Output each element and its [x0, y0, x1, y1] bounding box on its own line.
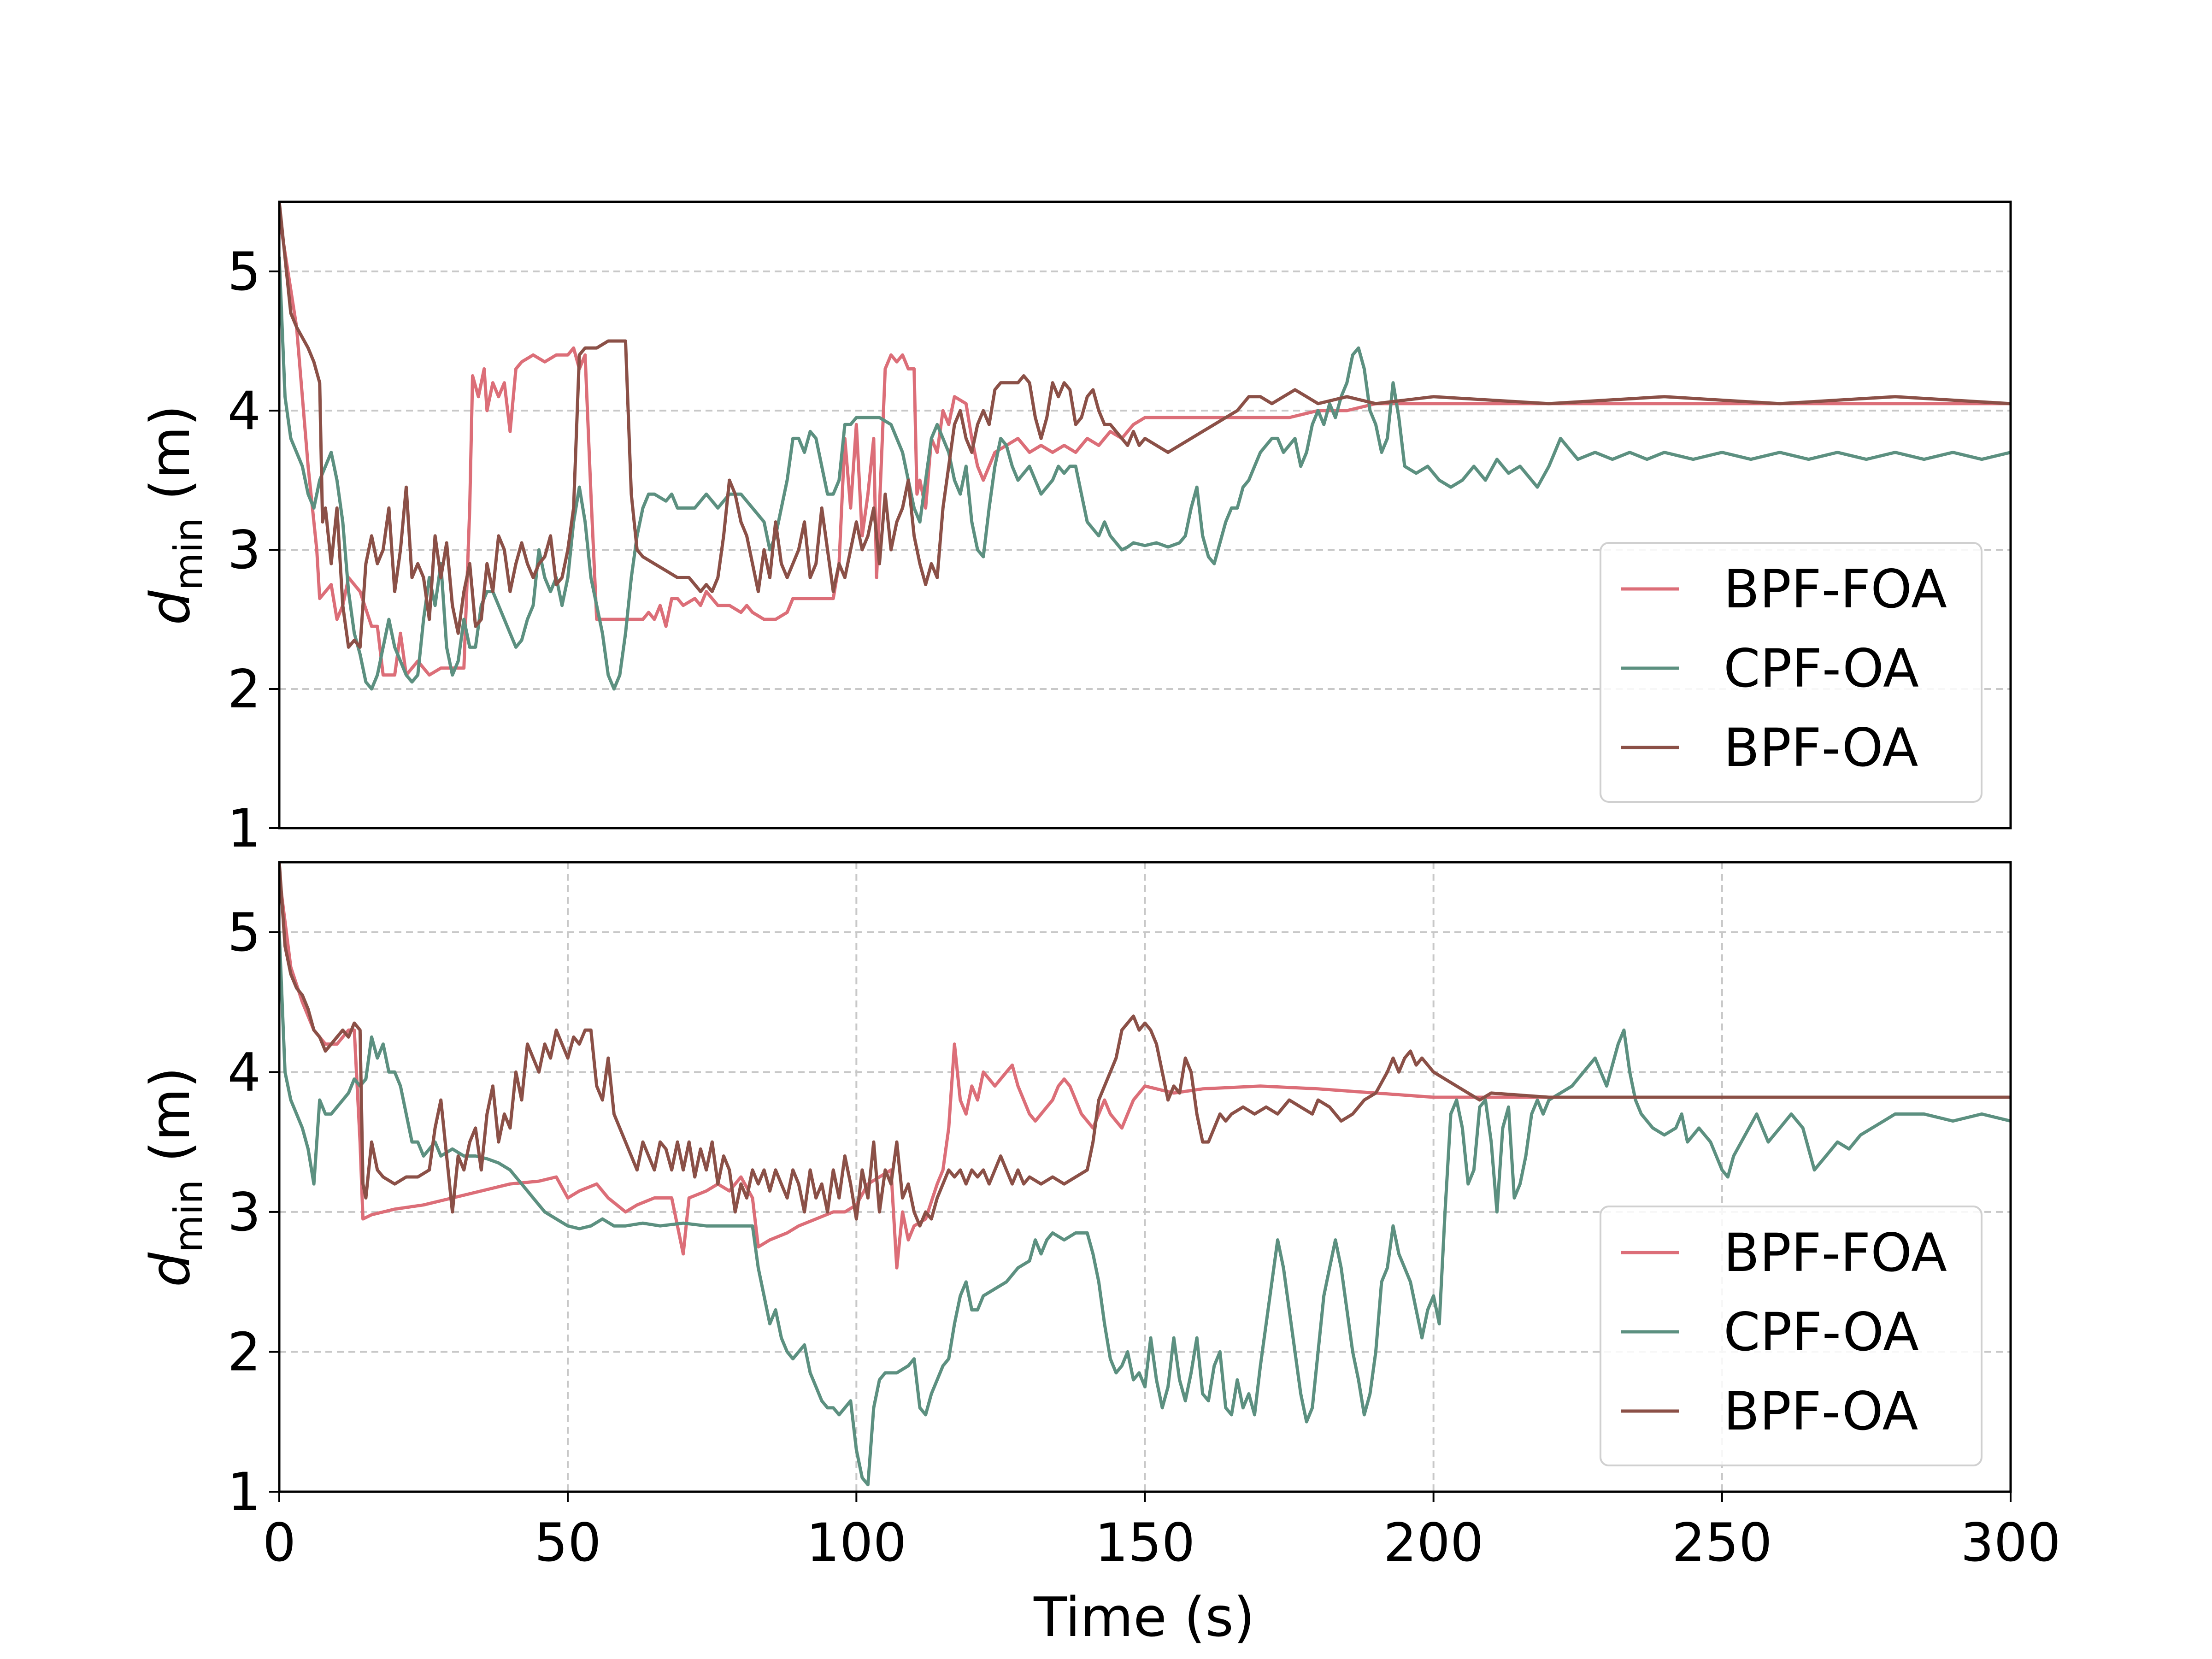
y-tick-label: 1: [227, 1461, 261, 1523]
y-tick-label: 4: [227, 380, 261, 441]
legend-label: BPF-OA: [1724, 717, 1918, 778]
series-line-bpf-foa: [279, 214, 2011, 677]
y-tick-label: 2: [227, 659, 261, 720]
legend-label: BPF-FOA: [1724, 559, 1947, 620]
y-tick-label: 4: [227, 1041, 261, 1103]
y-tick-label: 3: [227, 519, 261, 581]
legend-box: [1600, 1206, 1983, 1466]
x-tick-label: 50: [535, 1512, 601, 1573]
y-axis-label: dmin (m): [138, 1067, 211, 1287]
y-tick-label: 5: [227, 902, 261, 963]
y-tick-label: 1: [227, 798, 261, 859]
legend-label: CPF-OA: [1724, 638, 1919, 699]
legend-label: CPF-OA: [1724, 1301, 1919, 1363]
top-panel: 1 2 3 4 5 dmin (m) BPF-FOA CPF-OA BPF-OA: [138, 200, 2012, 859]
axes-frame: [278, 200, 2012, 830]
x-tick-label: 200: [1383, 1512, 1484, 1573]
legend-label: BPF-FOA: [1724, 1222, 1947, 1283]
y-tick-label: 5: [227, 241, 261, 302]
y-axis-label-symbol: d: [138, 1252, 202, 1287]
series-group: [279, 202, 2011, 691]
series-line-bpf-oa: [279, 862, 2011, 1228]
y-axis-label-unit: (m): [138, 405, 202, 518]
x-tick-label: 250: [1672, 1512, 1772, 1573]
y-axis-label: dmin (m): [138, 405, 211, 625]
x-tick-label: 0: [263, 1512, 296, 1573]
series-line-bpf-oa: [279, 202, 2011, 649]
legend-box: [1600, 542, 1983, 803]
x-tick-label: 300: [1960, 1512, 2061, 1573]
y-tick-label: 3: [227, 1182, 261, 1243]
y-axis-label-subscript: min: [166, 518, 211, 590]
x-tick-label: 100: [806, 1512, 907, 1573]
x-tick-label: 150: [1095, 1512, 1195, 1573]
series-line-cpf-oa: [279, 930, 2011, 1487]
y-axis-label-unit: (m): [138, 1067, 202, 1180]
series-line-cpf-oa: [279, 256, 2011, 691]
x-axis-label: Time (s): [1033, 1585, 1255, 1649]
y-axis-label-symbol: d: [138, 590, 202, 625]
y-axis-label-subscript: min: [166, 1180, 211, 1253]
y-tick-label: 2: [227, 1321, 261, 1382]
legend-label: BPF-OA: [1724, 1381, 1918, 1442]
series-line-bpf-foa: [279, 874, 2011, 1270]
series-group: [279, 862, 2011, 1487]
